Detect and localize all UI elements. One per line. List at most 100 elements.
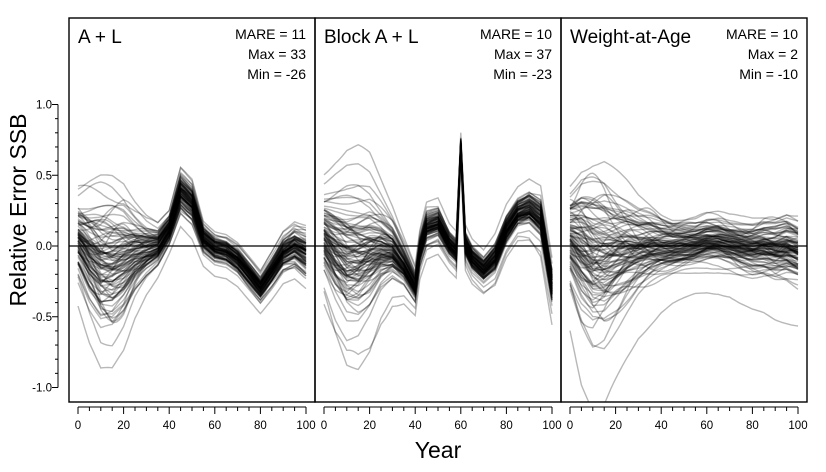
series-line [77, 194, 307, 299]
series-line [569, 255, 799, 322]
series-line [569, 180, 799, 227]
series-line [323, 144, 553, 290]
series-line [569, 214, 799, 243]
series-line [323, 148, 553, 294]
series-line [77, 193, 307, 297]
y-tick-label: 1.0 [36, 100, 52, 112]
series-line [77, 199, 307, 299]
series-line [569, 253, 799, 309]
series-line [569, 218, 799, 248]
series-line [77, 184, 307, 290]
series-line [569, 292, 799, 402]
y-tick-label: 0.0 [36, 241, 52, 253]
series-line [569, 233, 799, 251]
series-line [323, 143, 553, 284]
x-tick-label: 80 [254, 420, 267, 432]
series-line [323, 144, 553, 288]
series-line [569, 224, 799, 255]
series-line [569, 205, 799, 229]
series-line [323, 145, 553, 292]
series-line [77, 187, 307, 290]
panel-stat: Max = 37 [494, 46, 552, 62]
series-line [569, 250, 799, 321]
series-line [77, 186, 307, 291]
series-line [77, 183, 307, 284]
x-tick-label: 40 [163, 420, 176, 432]
series-line [323, 149, 553, 299]
series-line [77, 183, 307, 283]
series-line [569, 221, 799, 254]
series-line [77, 171, 307, 290]
x-tick-label: 20 [117, 420, 130, 432]
series-line [77, 187, 307, 287]
series-line [77, 203, 307, 307]
series-line [323, 143, 553, 282]
series-line [323, 145, 553, 292]
series-line [323, 147, 553, 287]
series-line [569, 229, 799, 249]
series-line [323, 146, 553, 291]
series-line [569, 247, 799, 322]
series-line [323, 148, 553, 294]
series-line [323, 145, 553, 307]
x-tick-label: 80 [746, 420, 759, 432]
series-line [323, 144, 553, 283]
series-line [323, 138, 553, 278]
x-tick-label: 0 [567, 420, 573, 432]
series-line [323, 142, 553, 284]
panel-stat: Min = -26 [247, 66, 306, 82]
series-line [569, 244, 799, 281]
series-line [569, 232, 799, 273]
series-line [569, 160, 798, 222]
series-line [569, 230, 799, 249]
series-line [323, 148, 553, 295]
series-line [77, 178, 307, 287]
panel-2-series [323, 132, 553, 371]
series-line [77, 194, 307, 291]
series-line [323, 151, 553, 299]
series-line [569, 249, 799, 286]
series-line [77, 194, 307, 292]
series-line [323, 149, 553, 301]
series-line [569, 197, 799, 238]
panel-stat: Max = 2 [748, 46, 798, 62]
series-line [77, 192, 307, 292]
series-line [77, 205, 307, 294]
series-line [323, 149, 553, 296]
series-line [323, 146, 553, 289]
series-line [77, 189, 307, 291]
panel-title: Weight-at-Age [570, 27, 691, 48]
y-tick-label: 0.5 [36, 170, 52, 182]
series-line [569, 232, 799, 262]
panel-3-series [569, 160, 799, 402]
series-line [77, 195, 307, 286]
x-axis-panel-1: 0 20 40 60 80 100 [75, 406, 316, 432]
series-line [569, 243, 799, 302]
series-line [77, 194, 307, 289]
series-line [323, 152, 553, 314]
series-line [569, 248, 799, 285]
series-line [77, 212, 307, 347]
series-line [77, 189, 307, 290]
series-line [569, 214, 799, 244]
series-line [323, 141, 553, 282]
series-line [77, 194, 307, 293]
series-line [569, 228, 799, 269]
series-line [569, 216, 799, 256]
series-line [323, 143, 553, 286]
series-line [77, 206, 307, 316]
series-line [77, 200, 307, 303]
series-line [569, 248, 799, 272]
series-line [569, 238, 799, 266]
series-line [77, 225, 307, 369]
x-tick-label: 40 [655, 420, 668, 432]
series-line [77, 200, 307, 303]
series-line [323, 144, 553, 288]
series-line [77, 180, 307, 287]
panel-stat: MARE = 10 [480, 26, 552, 42]
panel-title: A + L [78, 27, 122, 48]
series-line [77, 199, 307, 304]
panel-stat: Min = -23 [493, 66, 552, 82]
series-line [323, 147, 553, 290]
